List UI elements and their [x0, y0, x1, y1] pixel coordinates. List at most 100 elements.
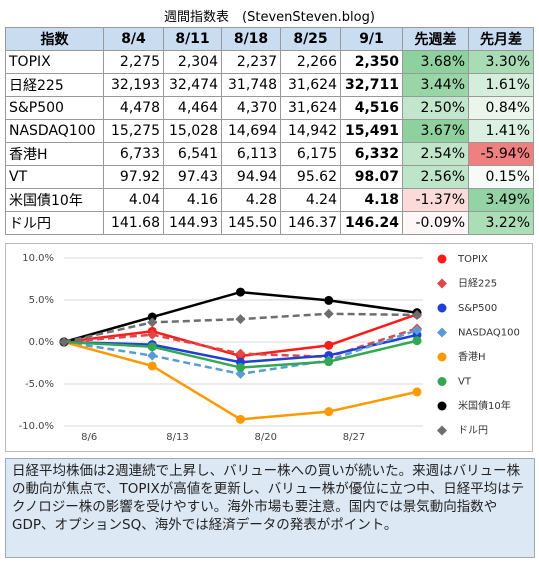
table-cell: 4,478 — [103, 96, 164, 120]
table-cell: 香港H — [5, 142, 104, 166]
legend-marker — [437, 278, 447, 289]
table-cell: 31,624 — [280, 73, 341, 97]
table-cell: 6,733 — [103, 142, 164, 166]
table-cell: 6,175 — [280, 142, 341, 166]
table-cell: -5.94% — [468, 142, 534, 166]
table-cell: 146.37 — [280, 211, 341, 235]
data-point — [147, 361, 157, 371]
table-cell: 4.28 — [221, 188, 281, 212]
table-cell: 3.49% — [468, 188, 534, 212]
data-point — [147, 312, 157, 322]
legend-label: S&P500 — [458, 303, 497, 314]
data-point — [412, 336, 422, 346]
table-cell: 4.18 — [340, 188, 403, 212]
data-point — [236, 287, 245, 297]
data-point — [147, 350, 158, 361]
data-point — [324, 340, 334, 350]
table-cell: 指数 — [5, 27, 104, 51]
data-point — [147, 317, 158, 328]
table-cell: ドル円 — [5, 211, 104, 235]
data-point — [59, 337, 69, 347]
table-cell: 32,193 — [103, 73, 164, 97]
table-cell: 2.50% — [402, 96, 469, 120]
legend-label: VT — [458, 377, 472, 388]
table-row: 米国債10年 4.04 4.16 4.28 4.24 4.18 -1.37% 3.49% — [5, 188, 534, 212]
y-tick-label: 5.0% — [29, 295, 54, 306]
table-cell: 1.41% — [468, 119, 534, 143]
table-cell: 2,350 — [340, 50, 403, 74]
data-point — [324, 357, 334, 367]
table-cell: 3.44% — [402, 73, 469, 97]
legend-marker — [437, 327, 447, 338]
table-cell: 6,113 — [221, 142, 281, 166]
table-cell: 15,275 — [103, 119, 164, 143]
table-row: NASDAQ100 15,275 15,028 14,694 14,942 15,491 3… — [5, 119, 534, 143]
legend-label: TOPIX — [457, 254, 488, 265]
table-row: ドル円 141.68 144.93 145.50 146.37 146.24 -0.09% 3… — [5, 211, 534, 235]
table-cell: 先月差 — [468, 27, 534, 51]
legend-marker — [437, 377, 447, 386]
data-point — [235, 368, 246, 379]
table-cell: 4,516 — [340, 96, 403, 120]
legend-label: 日経225 — [458, 277, 497, 290]
data-point — [236, 414, 245, 424]
table-cell: VT — [5, 165, 104, 189]
table-row: 指数 8/4 8/11 8/18 8/25 9/1 先週差 先月差 — [5, 27, 534, 51]
table-row: TOPIX 2,275 2,304 2,237 2,266 2,350 3.68% 3.30% — [5, 50, 534, 74]
table-row: VT 97.92 97.43 94.94 95.62 98.07 2.56% 0.15% — [5, 165, 534, 189]
table-cell: 0.84% — [468, 96, 534, 120]
table-cell: 6,541 — [163, 142, 222, 166]
data-point — [147, 342, 157, 352]
table-cell: 32,711 — [340, 73, 403, 97]
data-point — [323, 308, 334, 319]
table-cell: 141.68 — [103, 211, 164, 235]
table-cell: 1.61% — [468, 73, 534, 97]
table-cell: 8/4 — [103, 27, 164, 51]
data-point — [412, 309, 422, 320]
chart: -10.0% -5.0% 0.0% 5.0% 10.0% 8/6 8/13 8/20 8/27 T… — [5, 243, 533, 452]
table-cell: 6,332 — [340, 142, 403, 166]
table-cell: 14,694 — [221, 119, 281, 143]
table-cell: 2.56% — [402, 165, 469, 189]
legend-marker — [437, 352, 447, 362]
table-cell: 144.93 — [163, 211, 222, 235]
table-cell: 3.22% — [468, 211, 534, 235]
data-point — [147, 329, 158, 340]
y-tick-label: 10.0% — [22, 253, 54, 264]
table-cell: 15,028 — [163, 119, 222, 143]
legend-label: NASDAQ100 — [458, 328, 520, 339]
x-tick-label: 8/13 — [166, 432, 188, 443]
table-cell: 2,266 — [280, 50, 341, 74]
y-tick-label: -10.0% — [19, 421, 54, 432]
table-cell: 3.68% — [402, 50, 469, 74]
table-cell: 31,624 — [280, 96, 341, 120]
table-cell: 9/1 — [340, 27, 403, 51]
data-point — [412, 387, 422, 397]
table-cell: 97.92 — [103, 165, 164, 189]
x-tick-label: 8/20 — [254, 432, 276, 443]
note: 日経平均株価は2週連続で上昇し、バリュー株への買いが続いた。来週はバリュー株の動… — [5, 458, 535, 558]
table-cell: 日経225 — [5, 73, 104, 97]
legend-marker — [437, 254, 447, 264]
legend-marker — [437, 401, 447, 411]
legend-label: ドル円 — [458, 426, 488, 437]
data-point — [235, 348, 246, 359]
table-cell: 3.30% — [468, 50, 534, 74]
table-row: 香港H 6,733 6,541 6,113 6,175 6,332 2.54% -5.94% — [5, 142, 534, 166]
table-cell: 146.24 — [340, 211, 403, 235]
table-cell: 8/11 — [163, 27, 222, 51]
data-point — [324, 407, 334, 417]
data-point — [236, 363, 245, 373]
table-cell: 31,748 — [221, 73, 281, 97]
table-cell: 32,474 — [163, 73, 222, 97]
x-tick-label: 8/6 — [81, 432, 97, 443]
table-cell: 2,237 — [221, 50, 281, 74]
table-cell: 94.94 — [221, 165, 281, 189]
table-cell: 97.43 — [163, 165, 222, 189]
table-cell: -0.09% — [402, 211, 469, 235]
table-cell: 4.24 — [280, 188, 341, 212]
table-cell: 4,370 — [221, 96, 281, 120]
table-cell: 4.16 — [163, 188, 222, 212]
table-cell: NASDAQ100 — [5, 119, 104, 143]
